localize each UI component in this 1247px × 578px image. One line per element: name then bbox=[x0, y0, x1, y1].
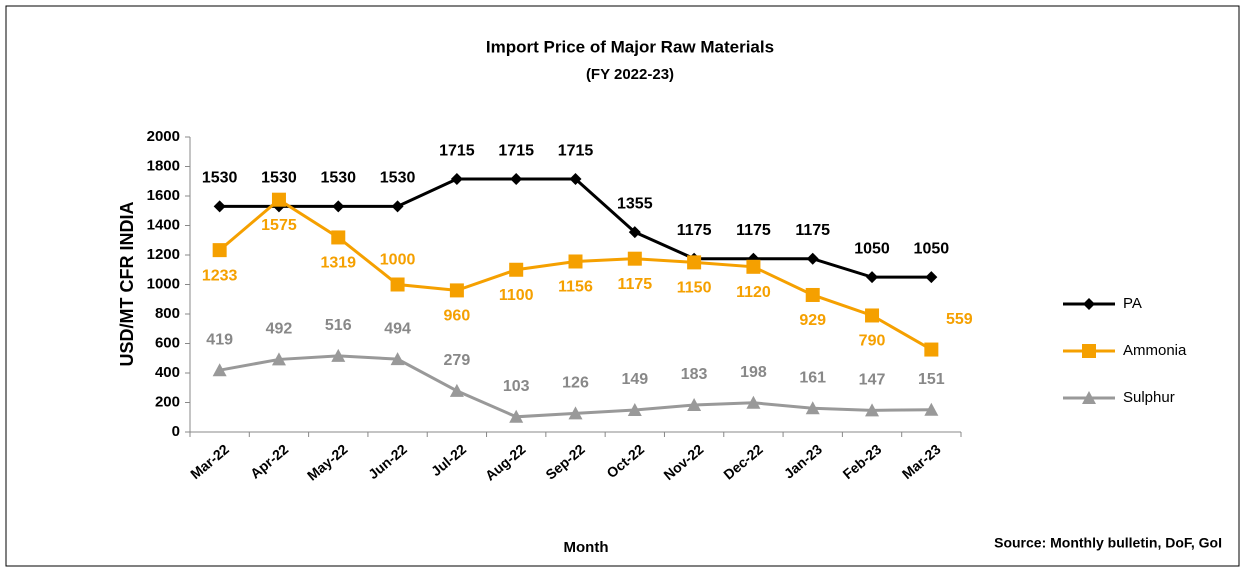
point-marker bbox=[509, 262, 524, 277]
point-marker bbox=[687, 255, 702, 270]
data-label: 183 bbox=[681, 366, 708, 383]
point-marker bbox=[450, 173, 463, 186]
point-marker bbox=[212, 243, 227, 258]
data-label: 1175 bbox=[795, 222, 830, 239]
legend-label: PA bbox=[1123, 295, 1142, 312]
data-label: 559 bbox=[946, 311, 973, 328]
point-marker bbox=[331, 230, 346, 245]
data-label: 1000 bbox=[380, 252, 416, 269]
data-label: 1355 bbox=[617, 195, 653, 212]
point-marker bbox=[449, 383, 464, 397]
y-tick-label: 1600 bbox=[147, 187, 180, 204]
data-label: 1175 bbox=[677, 222, 712, 239]
point-marker bbox=[924, 402, 939, 416]
data-label: 161 bbox=[799, 369, 826, 386]
data-label: 1530 bbox=[380, 170, 416, 187]
point-marker bbox=[331, 348, 346, 362]
data-label: 1150 bbox=[677, 280, 712, 297]
point-marker bbox=[627, 403, 642, 417]
data-label: 147 bbox=[859, 372, 886, 389]
point-marker bbox=[271, 352, 286, 366]
point-marker bbox=[1082, 391, 1096, 404]
data-label: 151 bbox=[918, 371, 945, 388]
point-marker bbox=[865, 308, 880, 323]
data-label: 126 bbox=[562, 375, 589, 392]
source-note: Source: Monthly bulletin, DoF, GoI bbox=[994, 535, 1222, 551]
y-axis-label: USD/MT CFR INDIA bbox=[117, 202, 137, 367]
chart-border bbox=[5, 5, 1240, 567]
y-tick-label: 400 bbox=[155, 364, 180, 381]
point-marker bbox=[746, 259, 761, 274]
chart-subtitle: (FY 2022-23) bbox=[586, 66, 674, 83]
data-label: 516 bbox=[325, 317, 352, 334]
legend-label: Sulphur bbox=[1123, 389, 1175, 406]
y-tick-label: 1400 bbox=[147, 216, 180, 233]
point-marker bbox=[806, 252, 819, 265]
data-label: 1715 bbox=[439, 142, 475, 159]
data-label: 1156 bbox=[558, 279, 593, 296]
data-label: 1575 bbox=[261, 217, 297, 234]
data-label: 1120 bbox=[736, 284, 771, 301]
data-label: 1530 bbox=[261, 170, 297, 187]
chart-title: Import Price of Major Raw Materials bbox=[486, 37, 774, 56]
data-label: 198 bbox=[740, 364, 767, 381]
point-marker bbox=[627, 251, 642, 266]
data-label: 494 bbox=[384, 320, 411, 337]
point-marker bbox=[746, 395, 761, 409]
data-label: 1319 bbox=[320, 255, 356, 272]
data-label: 279 bbox=[444, 352, 471, 369]
point-marker bbox=[509, 409, 524, 423]
data-label: 1530 bbox=[202, 170, 238, 187]
data-label: 790 bbox=[859, 333, 886, 350]
y-tick-label: 200 bbox=[155, 393, 180, 410]
point-marker bbox=[391, 200, 404, 213]
point-marker bbox=[510, 173, 523, 186]
point-marker bbox=[212, 363, 227, 377]
data-label: 1715 bbox=[498, 142, 534, 159]
point-marker bbox=[924, 342, 939, 357]
point-marker bbox=[925, 271, 938, 284]
point-marker bbox=[569, 173, 582, 186]
x-axis-label: Month bbox=[564, 539, 609, 556]
point-marker bbox=[390, 352, 405, 366]
point-marker bbox=[332, 200, 345, 213]
data-label: 1175 bbox=[617, 276, 652, 293]
point-marker bbox=[628, 226, 641, 239]
y-tick-label: 1800 bbox=[147, 157, 180, 174]
data-label: 960 bbox=[444, 308, 471, 325]
y-tick-label: 1200 bbox=[147, 246, 180, 263]
data-label: 1100 bbox=[499, 287, 534, 304]
data-label: 1175 bbox=[736, 222, 771, 239]
y-tick-label: 600 bbox=[155, 334, 180, 351]
legend-label: Ammonia bbox=[1123, 342, 1187, 359]
point-marker bbox=[568, 254, 583, 269]
point-marker bbox=[805, 401, 820, 415]
data-label: 103 bbox=[503, 378, 530, 395]
point-marker bbox=[449, 283, 464, 298]
data-label: 149 bbox=[621, 371, 648, 388]
y-tick-label: 800 bbox=[155, 305, 180, 322]
point-marker bbox=[687, 398, 702, 412]
point-marker bbox=[271, 192, 286, 207]
point-marker bbox=[568, 406, 583, 420]
data-label: 1715 bbox=[558, 142, 594, 159]
data-label: 1233 bbox=[202, 267, 238, 284]
point-marker bbox=[865, 403, 880, 417]
point-marker bbox=[213, 200, 226, 213]
point-marker bbox=[1082, 344, 1096, 358]
data-label: 1530 bbox=[320, 170, 356, 187]
data-label: 1050 bbox=[854, 240, 890, 257]
data-label: 419 bbox=[206, 331, 233, 348]
point-marker bbox=[866, 271, 879, 284]
data-label: 492 bbox=[266, 321, 293, 338]
point-marker bbox=[390, 277, 405, 292]
data-label: 1050 bbox=[914, 240, 950, 257]
y-tick-label: 2000 bbox=[147, 128, 180, 145]
y-tick-label: 1000 bbox=[147, 275, 180, 292]
data-label: 929 bbox=[799, 312, 826, 329]
point-marker bbox=[1083, 298, 1095, 310]
y-tick-label: 0 bbox=[172, 423, 180, 440]
point-marker bbox=[805, 287, 820, 302]
